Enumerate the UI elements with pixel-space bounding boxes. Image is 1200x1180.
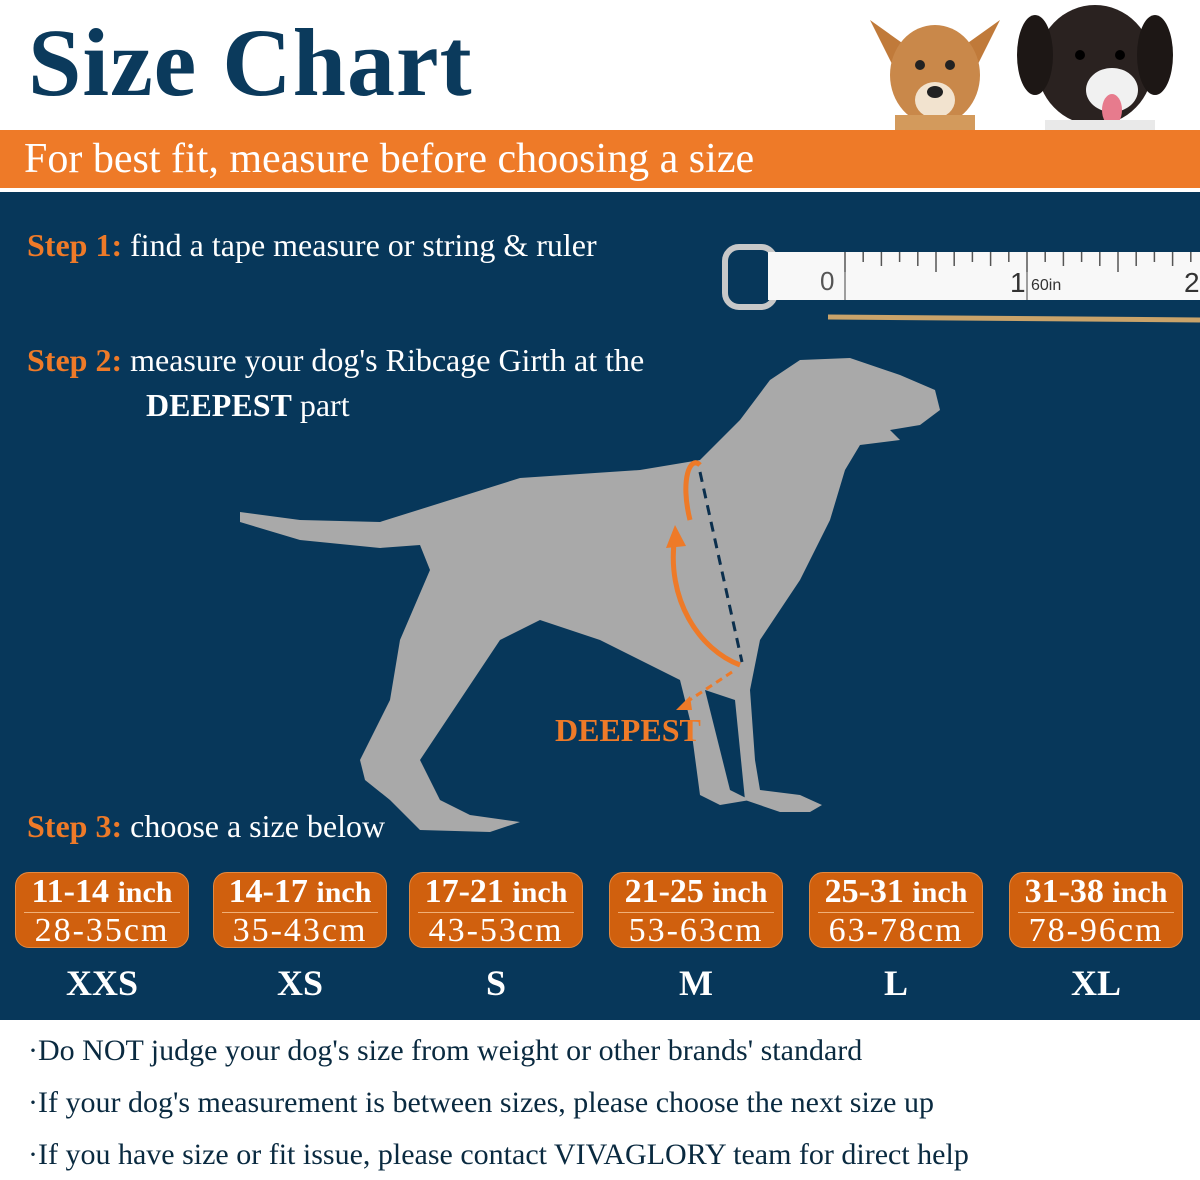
inch-unit: inch bbox=[712, 876, 768, 909]
tape-measure-image: 0 1 60in 2 bbox=[722, 244, 1200, 323]
step-label: Step 2: bbox=[27, 342, 123, 378]
inch-value: 21-25 bbox=[624, 873, 704, 910]
note-3: ·If you have size or fit issue, please c… bbox=[28, 1138, 969, 1171]
tape-mark: 60in bbox=[1031, 277, 1061, 294]
subtitle: For best fit, measure before choosing a … bbox=[24, 136, 755, 182]
size-label: M bbox=[679, 963, 713, 1003]
cm-range: 53-63cm bbox=[628, 912, 764, 949]
size-label: XS bbox=[276, 963, 324, 1003]
subtitle-banner bbox=[0, 130, 1200, 188]
size-label: XL bbox=[1070, 963, 1121, 1003]
size-label: S bbox=[485, 963, 507, 1003]
deepest-emphasis: DEEPEST bbox=[146, 387, 292, 423]
inch-range: 31-38 inch bbox=[1018, 873, 1174, 913]
inch-unit: inch bbox=[117, 876, 173, 909]
puppies-image bbox=[870, 5, 1178, 185]
girth-dashed-line bbox=[698, 471, 744, 663]
inch-range: 21-25 inch bbox=[618, 873, 774, 913]
step-label: Step 3: bbox=[27, 808, 123, 844]
inch-range: 11-14 inch bbox=[24, 873, 180, 913]
cm-range: 78-96cm bbox=[1028, 912, 1164, 949]
tape-mark: 2 bbox=[1184, 267, 1200, 298]
inch-value: 17-21 bbox=[424, 873, 504, 910]
inch-unit: inch bbox=[316, 876, 372, 909]
inch-range: 14-17 inch bbox=[222, 873, 378, 913]
inch-range: 25-31 inch bbox=[818, 873, 974, 913]
cm-range: 28-35cm bbox=[34, 912, 170, 949]
step-2: Step 2: measure your dog's Ribcage Girth… bbox=[27, 340, 644, 380]
inch-range: 17-21 inch bbox=[418, 873, 574, 913]
size-range-box: 21-25 inch 53-63cm bbox=[609, 872, 783, 949]
inch-value: 14-17 bbox=[228, 873, 308, 910]
size-range-box: 17-21 inch 43-53cm bbox=[409, 872, 583, 949]
step-text-rest: part bbox=[291, 387, 350, 423]
step-text: find a tape measure or string & ruler bbox=[130, 227, 597, 263]
deepest-label: DEEPEST bbox=[555, 712, 701, 748]
inch-value: 25-31 bbox=[824, 873, 904, 910]
dog-girth-diagram bbox=[240, 358, 940, 832]
inch-unit: inch bbox=[1112, 876, 1168, 909]
size-range-box: 25-31 inch 63-78cm bbox=[809, 872, 983, 949]
dog-silhouette bbox=[240, 358, 940, 832]
step-1: Step 1: find a tape measure or string & … bbox=[27, 225, 597, 265]
puppy-black-white-icon bbox=[1017, 5, 1178, 185]
girth-arrow-icon bbox=[670, 534, 741, 668]
size-range-box: 11-14 inch 28-35cm bbox=[15, 872, 189, 949]
step-label: Step 1: bbox=[27, 227, 123, 263]
tape-mark: 0 bbox=[820, 266, 834, 296]
string-icon bbox=[827, 314, 1200, 323]
cm-range: 63-78cm bbox=[828, 912, 964, 949]
tape-mark: 1 bbox=[1010, 267, 1026, 298]
step-text: choose a size below bbox=[130, 808, 386, 844]
size-label: L bbox=[883, 963, 908, 1003]
inch-value: 11-14 bbox=[31, 873, 109, 910]
note-2: ·If your dog's measurement is between si… bbox=[28, 1086, 934, 1119]
inch-unit: inch bbox=[512, 876, 568, 909]
inch-value: 31-38 bbox=[1024, 873, 1104, 910]
size-range-box: 14-17 inch 35-43cm bbox=[213, 872, 387, 949]
cm-range: 35-43cm bbox=[232, 912, 368, 949]
step-2-line-2: DEEPEST part bbox=[146, 385, 350, 425]
cm-range: 43-53cm bbox=[428, 912, 564, 949]
inch-unit: inch bbox=[912, 876, 968, 909]
size-range-box: 31-38 inch 78-96cm bbox=[1009, 872, 1183, 949]
girth-arrow-top bbox=[683, 460, 702, 521]
step-3: Step 3: choose a size below bbox=[27, 806, 385, 846]
step-text: measure your dog's Ribcage Girth at the bbox=[130, 342, 645, 378]
note-1: ·Do NOT judge your dog's size from weigh… bbox=[28, 1034, 863, 1067]
size-label: XXS bbox=[65, 963, 139, 1003]
page-title: Size Chart bbox=[28, 9, 473, 116]
